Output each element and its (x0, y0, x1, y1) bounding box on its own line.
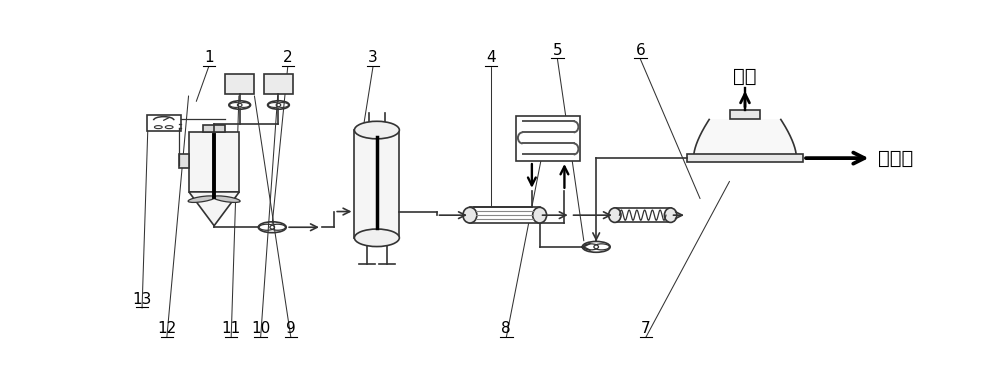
Ellipse shape (609, 208, 621, 222)
Ellipse shape (354, 229, 399, 247)
Ellipse shape (188, 196, 215, 202)
Ellipse shape (664, 208, 677, 222)
Text: 6: 6 (636, 43, 645, 58)
FancyBboxPatch shape (730, 110, 760, 120)
Text: 沼气: 沼气 (733, 67, 757, 86)
Text: 9: 9 (286, 321, 296, 336)
Ellipse shape (354, 121, 399, 139)
FancyBboxPatch shape (354, 130, 399, 238)
Text: 3: 3 (368, 50, 378, 65)
Text: 熟污泥: 熟污泥 (878, 149, 913, 168)
Text: 13: 13 (132, 292, 152, 307)
Text: 12: 12 (157, 321, 176, 336)
Ellipse shape (213, 196, 240, 202)
Text: 4: 4 (486, 50, 496, 65)
Text: 10: 10 (251, 321, 270, 336)
FancyBboxPatch shape (179, 154, 189, 169)
Text: 5: 5 (553, 43, 562, 58)
Text: 1: 1 (204, 50, 214, 65)
FancyBboxPatch shape (516, 116, 580, 161)
FancyBboxPatch shape (470, 207, 540, 223)
FancyBboxPatch shape (203, 125, 225, 132)
Text: 8: 8 (501, 321, 511, 336)
FancyBboxPatch shape (147, 114, 181, 131)
FancyBboxPatch shape (615, 208, 671, 222)
FancyBboxPatch shape (189, 132, 239, 192)
Ellipse shape (463, 207, 477, 223)
FancyBboxPatch shape (225, 74, 254, 94)
Text: 7: 7 (641, 321, 651, 336)
FancyBboxPatch shape (687, 154, 803, 162)
Text: 11: 11 (222, 321, 241, 336)
Text: 2: 2 (283, 50, 293, 65)
Ellipse shape (533, 207, 547, 223)
Polygon shape (189, 192, 239, 226)
FancyBboxPatch shape (264, 74, 293, 94)
